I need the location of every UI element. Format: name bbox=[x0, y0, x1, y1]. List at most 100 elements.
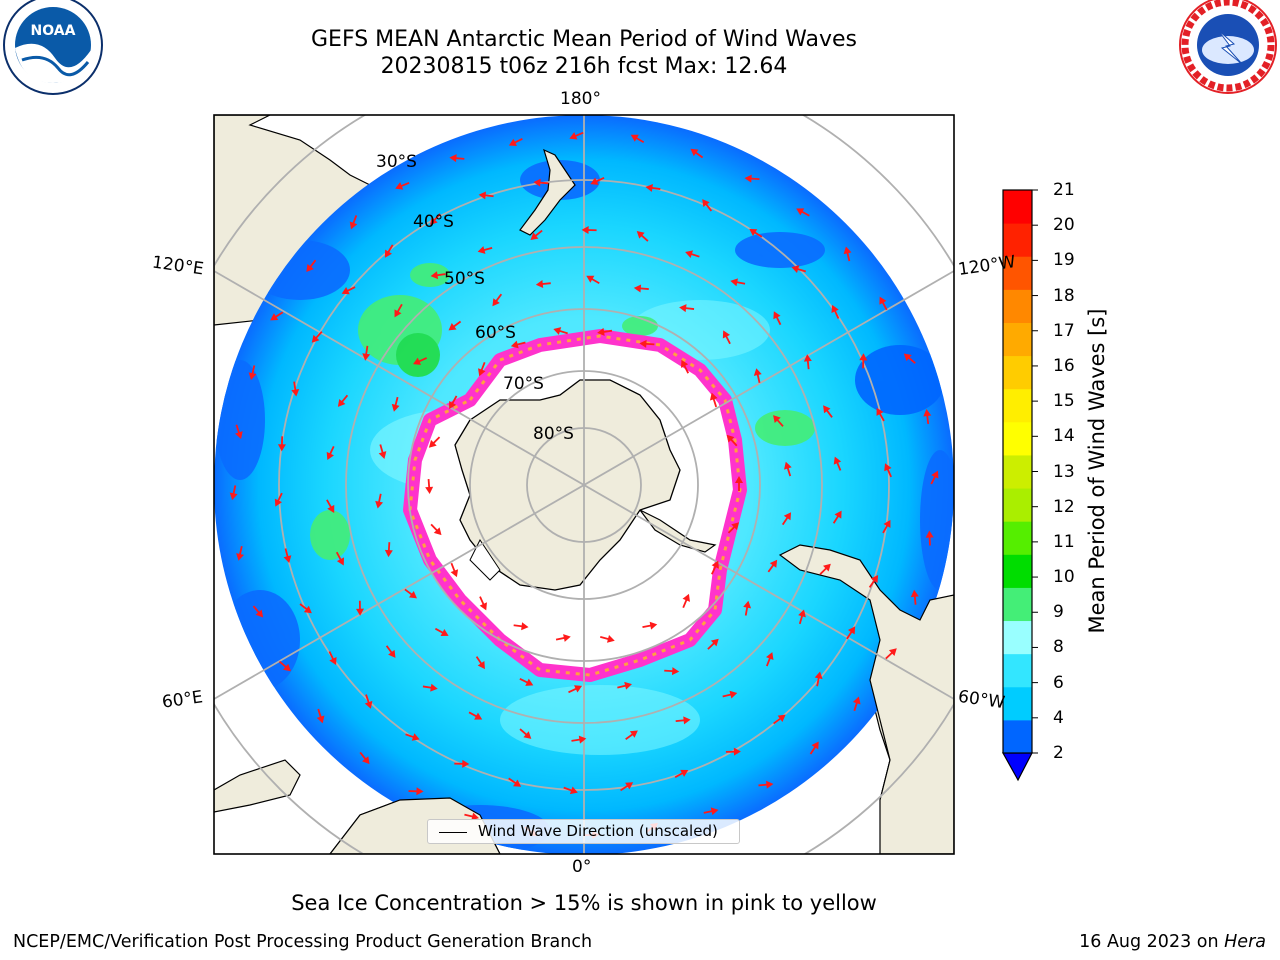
wave-arrow-head bbox=[364, 700, 373, 709]
wave-arrow-head bbox=[535, 280, 544, 288]
graticule bbox=[214, 115, 954, 854]
wave-arrow-head bbox=[685, 250, 694, 258]
wave-arrow-head bbox=[492, 298, 500, 307]
wave-arrow-head bbox=[255, 609, 264, 618]
wave-arrow-head bbox=[743, 600, 752, 609]
lon-label-180: 180° bbox=[560, 89, 601, 109]
wave-arrow-head bbox=[416, 787, 424, 796]
colorbar-under-arrow bbox=[1001, 752, 1033, 782]
colorbar-segment bbox=[1003, 488, 1032, 522]
wave-arrow-head bbox=[341, 287, 350, 295]
wave-arrow-head bbox=[843, 246, 852, 255]
wave-arrow-head bbox=[474, 712, 483, 720]
colorbar-tick-label: 10 bbox=[1053, 567, 1075, 588]
wave-arrow-head bbox=[931, 470, 939, 479]
wave-arrow-head bbox=[823, 405, 831, 414]
colorbar-segment bbox=[1003, 554, 1032, 588]
wave-arrow-head bbox=[477, 246, 486, 254]
lat-label-70s: 70°S bbox=[503, 374, 544, 394]
wave-arrow-head bbox=[629, 730, 638, 738]
wave-arrow-head bbox=[384, 249, 392, 258]
wave-arrow-head bbox=[784, 461, 792, 470]
wave-arrow-head bbox=[798, 609, 806, 618]
colorbar-segment bbox=[1003, 521, 1032, 555]
wave-arrow-head bbox=[428, 439, 437, 448]
colorbar-tick-label: 8 bbox=[1053, 637, 1064, 658]
wave-arrow-head bbox=[744, 174, 752, 183]
wave-arrow-head bbox=[449, 154, 457, 163]
wave-arrow-head bbox=[235, 431, 243, 440]
wave-arrow-head bbox=[229, 492, 238, 501]
wave-arrow-head bbox=[722, 330, 730, 339]
wave-arrow-head bbox=[597, 327, 605, 336]
colorbar-tick-label: 18 bbox=[1053, 285, 1075, 306]
wave-arrow-head bbox=[329, 656, 337, 665]
wave-arrow-head bbox=[683, 716, 691, 725]
wave-arrow-head bbox=[440, 629, 449, 637]
wave-arrow-head bbox=[639, 339, 647, 348]
colorbar-tick-label: 16 bbox=[1053, 355, 1075, 376]
wave-arrow-head bbox=[709, 392, 718, 401]
wave-arrow-head bbox=[910, 589, 919, 598]
wave-arrow-head bbox=[384, 549, 393, 558]
wave-arrow-head bbox=[730, 278, 738, 287]
wave-arrow-head bbox=[525, 678, 534, 686]
lat-label-40s: 40°S bbox=[413, 212, 454, 232]
wave-arrow-head bbox=[450, 569, 459, 578]
wave-arrow-head bbox=[355, 608, 364, 616]
wave-arrow-head bbox=[852, 696, 861, 705]
wave-arrow-head bbox=[563, 634, 571, 642]
wave-arrow-head bbox=[925, 530, 934, 538]
wave-arrow-head bbox=[283, 663, 291, 672]
wave-arrow-head bbox=[803, 354, 812, 362]
wave-arrow-head bbox=[859, 353, 868, 361]
wave-arrow-head bbox=[478, 368, 486, 377]
wave-arrow-head bbox=[433, 527, 442, 536]
colorbar-tick-label: 20 bbox=[1053, 215, 1075, 236]
wave-arrow-head bbox=[277, 444, 286, 452]
wave-arrow-head bbox=[729, 690, 738, 699]
map-legend: Wind Wave Direction (unscaled) bbox=[427, 819, 740, 844]
noaa-logo-icon: NOAA bbox=[3, 0, 103, 95]
wave-arrow-head bbox=[462, 759, 470, 768]
colorbar-tick-label: 9 bbox=[1053, 602, 1064, 623]
nws-logo-icon bbox=[1179, 0, 1277, 94]
wave-arrow-head bbox=[430, 683, 438, 692]
wave-arrow-head bbox=[311, 334, 320, 343]
sea-ice-note: Sea Ice Concentration > 15% is shown in … bbox=[291, 891, 877, 915]
wave-arrow-head bbox=[508, 138, 517, 146]
wave-arrow-head bbox=[303, 605, 312, 614]
wave-arrow-head bbox=[581, 226, 589, 235]
wave-arrow-head bbox=[681, 359, 689, 368]
wave-arrow-head bbox=[477, 661, 485, 670]
colorbar-segment bbox=[1003, 620, 1032, 655]
wave-arrow-head bbox=[903, 353, 912, 362]
lon-label-0: 0° bbox=[572, 857, 592, 877]
wave-arrow-head bbox=[690, 148, 699, 157]
wave-arrow-head bbox=[682, 593, 690, 602]
wave-arrow-head bbox=[769, 559, 778, 568]
wave-arrow-head bbox=[726, 434, 735, 443]
wave-arrow-head bbox=[870, 575, 879, 584]
colorbar-segment bbox=[1003, 653, 1032, 688]
wave-arrow-head bbox=[733, 747, 741, 756]
wave-arrow-head bbox=[883, 519, 891, 528]
wave-arrow-head bbox=[336, 557, 344, 566]
wave-arrow-head bbox=[814, 671, 823, 680]
colorbar-label: Mean Period of Wind Waves [s] bbox=[1085, 308, 1109, 634]
wave-arrow-head bbox=[349, 221, 358, 230]
wave-arrow-head bbox=[337, 398, 346, 407]
colorbar-segment bbox=[1003, 587, 1032, 622]
colorbar-tick-label: 6 bbox=[1053, 672, 1064, 693]
wave-arrow-head bbox=[636, 231, 645, 239]
footer-branch: NCEP/EMC/Verification Post Processing Pr… bbox=[13, 932, 593, 952]
wave-arrow-head bbox=[710, 638, 719, 647]
wave-arrow-head bbox=[413, 357, 422, 365]
colorbar-segment bbox=[1003, 454, 1032, 489]
wave-arrow-head bbox=[823, 563, 831, 572]
colorbar-tick-label: 11 bbox=[1053, 531, 1075, 552]
wave-arrow-head bbox=[624, 681, 632, 690]
wave-arrow-head bbox=[510, 340, 519, 349]
colorbar-tick-label: 4 bbox=[1053, 707, 1064, 728]
